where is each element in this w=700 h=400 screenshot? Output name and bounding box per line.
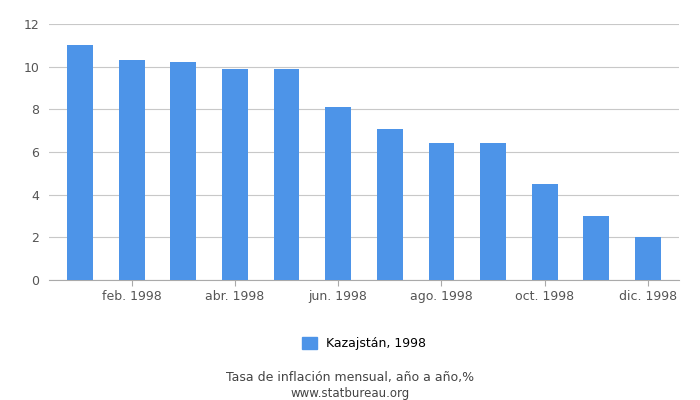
Bar <box>428 144 454 280</box>
Bar <box>274 69 300 280</box>
Bar <box>584 216 609 280</box>
Bar <box>532 184 558 280</box>
Bar <box>326 107 351 280</box>
Bar <box>170 62 196 280</box>
Bar <box>480 144 506 280</box>
Bar <box>377 128 402 280</box>
Text: Tasa de inflación mensual, año a año,%: Tasa de inflación mensual, año a año,% <box>226 372 474 384</box>
Bar <box>119 60 144 280</box>
Text: www.statbureau.org: www.statbureau.org <box>290 388 410 400</box>
Bar <box>67 45 93 280</box>
Bar <box>222 69 248 280</box>
Bar <box>635 237 661 280</box>
Legend: Kazajstán, 1998: Kazajstán, 1998 <box>297 332 431 355</box>
